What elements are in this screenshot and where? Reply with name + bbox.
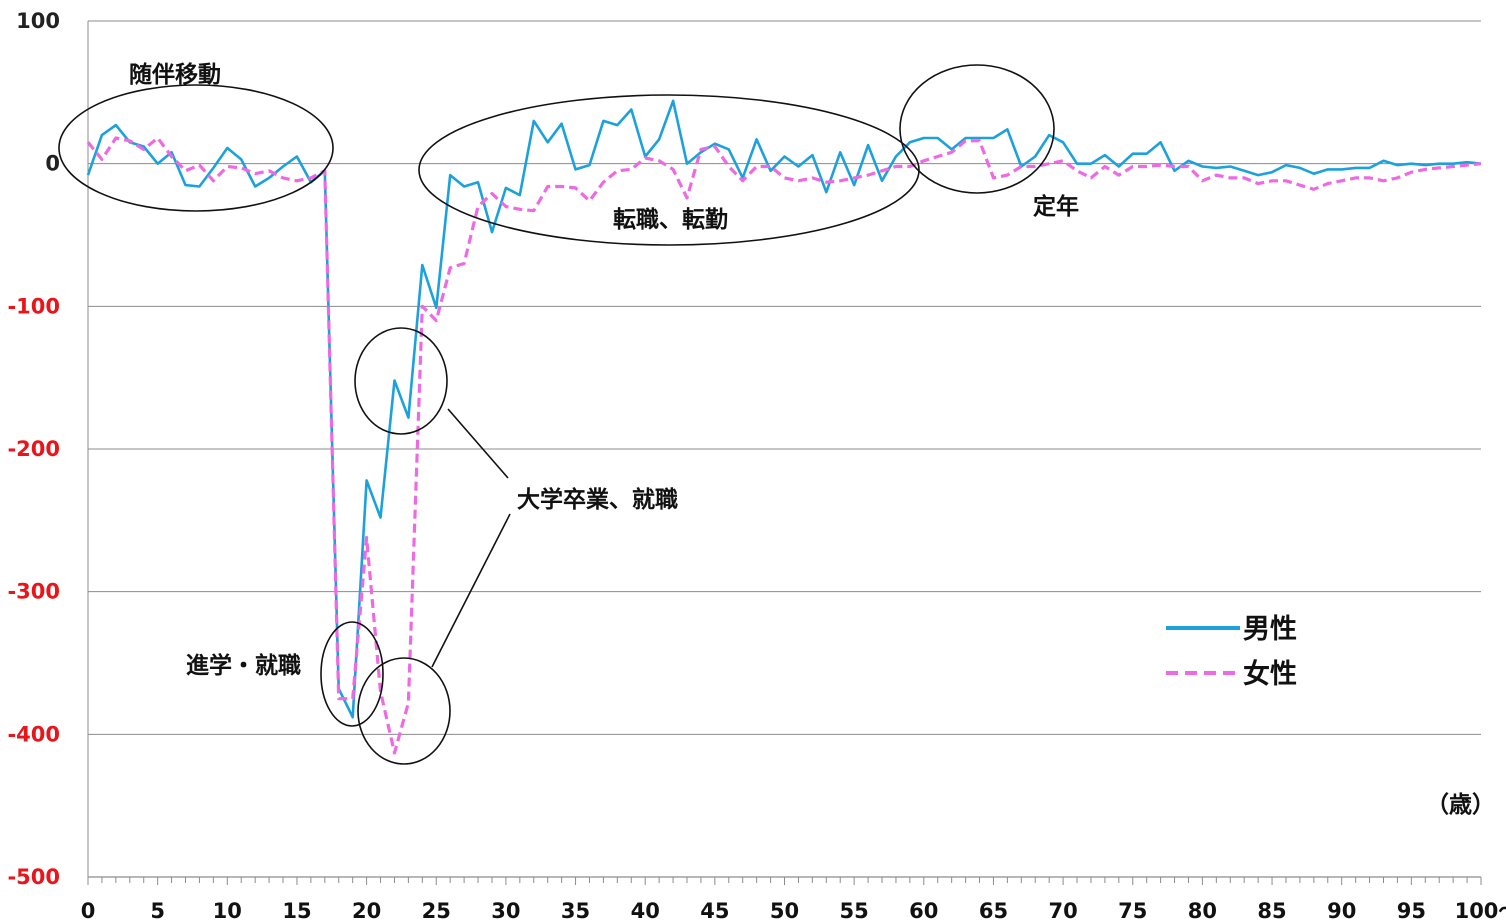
legend-label-female: 女性 <box>1243 658 1297 690</box>
x-tick-labels: 0 5 10 15 20 25 30 35 40 45 50 55 60 65 70 75 80 85 90 95 10… <box>81 899 1506 923</box>
y-tick-label: -500 <box>7 865 60 889</box>
x-tick-label: 15 <box>282 899 311 923</box>
y-tick-label: 0 <box>45 152 60 176</box>
axes <box>87 21 1482 885</box>
y-tick-labels: 100 0 -100 -200 -300 -400 -500 <box>7 9 60 889</box>
x-tick-label: 45 <box>700 899 729 923</box>
x-tick-label: 20 <box>352 899 381 923</box>
annotation-ellipse-graduation-female <box>357 657 451 765</box>
annotation-accompanying: 随伴移動 <box>129 61 221 88</box>
x-tick-label: 70 <box>1048 899 1077 923</box>
annotation-ellipse-graduation-male <box>354 327 448 435</box>
y-tick-label: -100 <box>7 294 60 318</box>
y-tick-label: -400 <box>7 722 60 746</box>
x-tick-label: 25 <box>422 899 451 923</box>
x-tick-label: 30 <box>491 899 520 923</box>
y-tick-label: -200 <box>7 437 60 461</box>
annotation-entrance: 進学・就職 <box>186 652 301 679</box>
grid-lines <box>88 20 1481 878</box>
annotation-ellipse-entrance <box>320 621 384 727</box>
annotation-leader-upper <box>447 408 509 479</box>
annotation-leader-lower <box>431 513 511 668</box>
x-tick-label: 10 <box>213 899 242 923</box>
legend-label-male: 男性 <box>1243 614 1297 645</box>
x-tick-label: 100～ <box>1455 899 1506 923</box>
annotation-retirement: 定年 <box>1033 193 1079 220</box>
x-tick-label: 80 <box>1188 899 1217 923</box>
annotation-ellipse-retirement <box>899 64 1055 194</box>
x-tick-label: 95 <box>1397 899 1426 923</box>
x-axis-unit-label: （歳） <box>1426 791 1495 818</box>
x-tick-label: 5 <box>150 899 165 923</box>
x-tick-label: 40 <box>631 899 660 923</box>
x-tick-label: 0 <box>81 899 96 923</box>
annotation-ellipse-job-change <box>418 94 920 246</box>
legend: 男性 女性 <box>1166 614 1297 690</box>
x-tick-label: 55 <box>840 899 869 923</box>
x-tick-label: 85 <box>1257 899 1286 923</box>
x-tick-label: 60 <box>909 899 938 923</box>
x-tick-label: 90 <box>1327 899 1356 923</box>
annotation-job-change: 転職、転勤 <box>613 206 728 233</box>
series-line-female <box>86 136 1482 755</box>
x-tick-label: 65 <box>979 899 1008 923</box>
annotation-ellipse-accompanying <box>58 84 334 212</box>
y-tick-label: 100 <box>16 9 60 33</box>
x-tick-label: 50 <box>770 899 799 923</box>
annotation-shapes <box>58 64 1055 765</box>
x-tick-label: 35 <box>561 899 590 923</box>
x-tick-label: 75 <box>1118 899 1147 923</box>
y-tick-label: -300 <box>7 580 60 604</box>
annotation-graduation: 大学卒業、就職 <box>517 486 678 513</box>
